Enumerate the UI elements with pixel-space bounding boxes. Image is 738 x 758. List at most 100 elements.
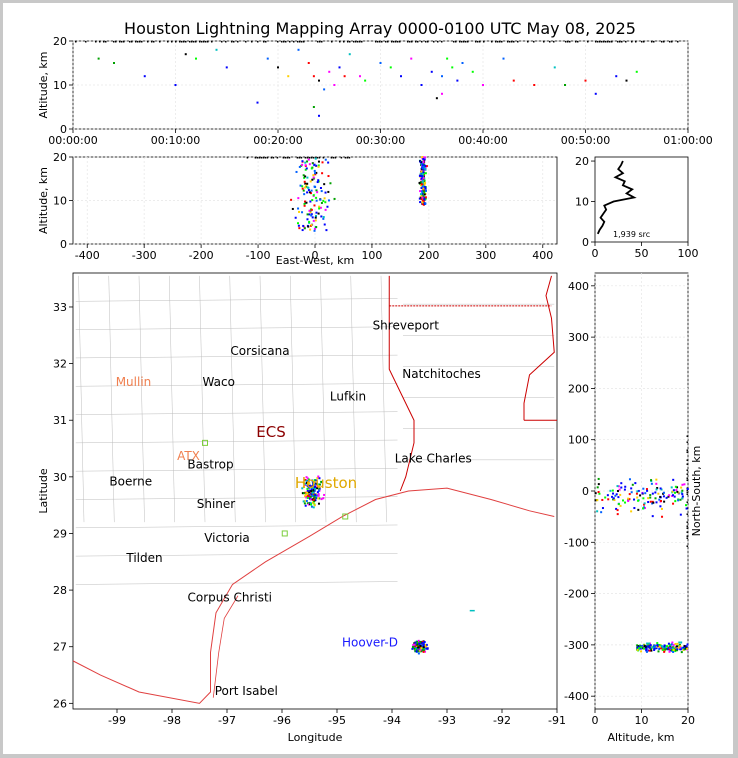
lightning-source bbox=[317, 164, 320, 167]
lightning-source bbox=[594, 499, 597, 502]
lightning-source bbox=[423, 179, 426, 182]
edge-source bbox=[185, 41, 187, 43]
edge-source bbox=[283, 41, 285, 43]
lightning-source bbox=[647, 501, 650, 504]
edge-source bbox=[233, 41, 235, 43]
lightning-source bbox=[420, 186, 423, 189]
lightning-source bbox=[424, 196, 427, 199]
edge-source bbox=[453, 41, 455, 43]
lightning-source bbox=[647, 644, 650, 647]
lightning-source bbox=[305, 167, 308, 170]
lightning-source bbox=[636, 490, 639, 493]
lightning-source bbox=[678, 641, 681, 644]
x-tick-label: 0 bbox=[312, 249, 319, 262]
lightning-source bbox=[333, 84, 336, 86]
lightning-source bbox=[683, 483, 686, 486]
lightning-source bbox=[314, 493, 317, 496]
edge-source bbox=[193, 41, 195, 43]
lightning-source bbox=[657, 492, 660, 495]
lightning-source bbox=[625, 79, 628, 82]
edge-source bbox=[299, 41, 301, 43]
lightning-source bbox=[680, 646, 683, 649]
lightning-source bbox=[617, 496, 620, 499]
edge-source bbox=[511, 41, 513, 43]
lightning-source bbox=[317, 475, 320, 478]
edge-source bbox=[577, 41, 579, 43]
lightning-source bbox=[451, 66, 454, 69]
county-line bbox=[350, 275, 357, 523]
lightning-source bbox=[659, 495, 662, 498]
lightning-source bbox=[315, 479, 318, 482]
lightning-source bbox=[421, 201, 424, 204]
lightning-source bbox=[417, 644, 420, 647]
lightning-source bbox=[312, 483, 315, 486]
lightning-source bbox=[306, 182, 309, 185]
lightning-source bbox=[422, 187, 425, 190]
lightning-source bbox=[312, 489, 315, 492]
lightning-source bbox=[667, 642, 670, 645]
y-tick-label: 200 bbox=[568, 382, 589, 395]
lightning-source bbox=[320, 498, 323, 501]
edge-source bbox=[254, 157, 257, 159]
lightning-source bbox=[424, 172, 427, 175]
edge-source bbox=[641, 41, 643, 43]
edge-source bbox=[300, 157, 303, 159]
edge-source bbox=[686, 477, 688, 479]
lightning-source bbox=[669, 649, 672, 652]
lightning-source bbox=[413, 642, 416, 645]
lightning-source bbox=[422, 649, 425, 652]
lightning-source bbox=[415, 644, 418, 647]
lightning-source bbox=[419, 181, 422, 184]
lightning-source bbox=[424, 202, 427, 205]
lightning-source bbox=[420, 170, 423, 173]
lightning-source bbox=[310, 223, 313, 226]
edge-source bbox=[461, 41, 463, 43]
lightning-source bbox=[419, 190, 422, 193]
county-line bbox=[169, 275, 175, 523]
lightning-source bbox=[680, 651, 683, 654]
lightning-source bbox=[411, 647, 414, 650]
lightning-source bbox=[649, 500, 652, 503]
lightning-source bbox=[422, 190, 425, 193]
lightning-source bbox=[420, 177, 423, 180]
county-line bbox=[380, 275, 387, 523]
lightning-source bbox=[321, 161, 324, 164]
lightning-source bbox=[306, 487, 309, 490]
lightning-source bbox=[421, 647, 424, 650]
lightning-source bbox=[662, 491, 665, 494]
lightning-source bbox=[676, 486, 679, 489]
lightning-source bbox=[650, 479, 653, 482]
lightning-source bbox=[302, 500, 305, 503]
lightning-source bbox=[627, 500, 630, 503]
lightning-source bbox=[423, 191, 426, 194]
x-tick-label: -99 bbox=[108, 714, 126, 727]
lightning-source bbox=[417, 646, 420, 649]
edge-source bbox=[686, 473, 688, 475]
edge-source bbox=[139, 41, 141, 43]
lightning-source bbox=[305, 476, 308, 479]
lightning-source bbox=[303, 180, 306, 183]
lightning-source bbox=[305, 185, 308, 188]
lightning-source bbox=[307, 158, 310, 161]
edge-source bbox=[686, 459, 688, 461]
edge-source bbox=[395, 41, 397, 43]
lightning-source bbox=[421, 644, 424, 647]
lightning-source bbox=[328, 70, 331, 73]
lightning-source bbox=[317, 489, 320, 492]
lightning-source bbox=[672, 647, 675, 650]
edge-source bbox=[597, 41, 599, 43]
lightning-source bbox=[422, 646, 425, 649]
lightning-source bbox=[314, 488, 317, 491]
edge-source bbox=[483, 41, 485, 43]
y-tick-label: 10 bbox=[575, 196, 589, 209]
lightning-source bbox=[422, 161, 425, 164]
lightning-source bbox=[660, 499, 663, 502]
edge-source bbox=[131, 41, 133, 43]
lightning-source bbox=[584, 79, 587, 82]
lightning-source bbox=[310, 503, 313, 506]
edge-source bbox=[686, 435, 688, 437]
x-tick-label: 00:30:00 bbox=[356, 134, 405, 147]
x-tick-label: 100 bbox=[361, 249, 382, 262]
lightning-source bbox=[630, 487, 633, 490]
edge-source bbox=[281, 41, 283, 43]
